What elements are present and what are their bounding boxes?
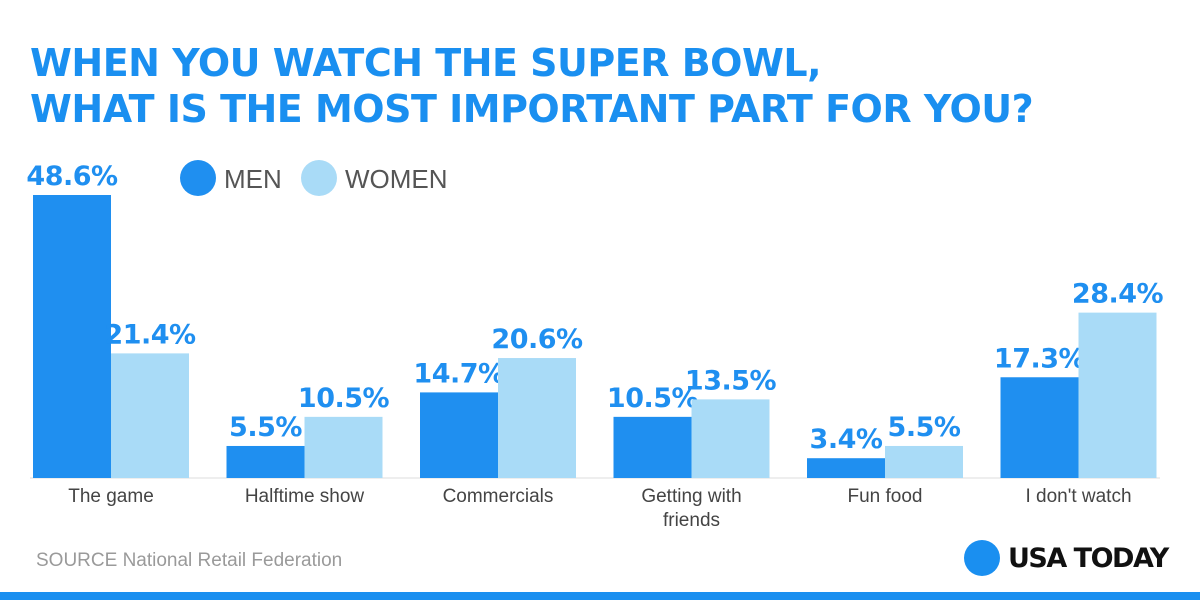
bottom-accent-bar [0,592,1200,600]
category-label-4: Fun food [848,486,923,507]
bar-men-3 [613,416,692,478]
legend-swatch-women [301,160,337,196]
data-label-men-0: 48.6% [26,161,118,192]
category-label-5: I don't watch [1025,486,1131,507]
category-label-2: Commercials [443,486,554,507]
data-label-women-0: 21.4% [104,319,196,350]
bar-women-0 [111,353,189,478]
legend-swatch-men [180,160,216,196]
bar-women-5 [1078,312,1157,478]
data-label-men-2: 14.7% [413,358,505,389]
data-label-women-4: 5.5% [888,412,961,443]
bar-women-1 [304,416,383,478]
source-note: SOURCE National Retail Federation [36,550,343,571]
data-label-women-1: 10.5% [298,383,390,414]
brand-name: USA TODAY [1008,543,1169,574]
category-label-3-line-0: Getting with [641,486,741,507]
bar-men-0 [33,195,111,478]
data-label-women-5: 28.4% [1072,279,1164,310]
bar-women-4 [885,445,963,478]
data-label-men-5: 17.3% [994,343,1086,374]
bar-men-1 [226,445,305,478]
bar-men-4 [807,458,885,478]
bar-women-3 [691,399,770,478]
data-label-men-1: 5.5% [229,412,302,443]
data-label-women-3: 13.5% [685,365,777,396]
data-label-men-3: 10.5% [607,383,699,414]
data-label-men-4: 3.4% [810,424,883,455]
chart-title: WHEN YOU WATCH THE SUPER BOWL, WHAT IS T… [30,40,1034,132]
data-label-women-2: 20.6% [491,324,583,355]
brand-dot-icon [964,540,1000,576]
bar-men-5 [1000,377,1079,478]
bar-women-2 [498,358,576,478]
title-line-2: WHAT IS THE MOST IMPORTANT PART FOR YOU? [30,87,1034,131]
title-line-1: WHEN YOU WATCH THE SUPER BOWL, [30,41,822,85]
category-label-0: The game [68,486,154,507]
category-label-1: Halftime show [245,486,365,507]
legend-label-women: WOMEN [345,164,448,194]
bar-men-2 [420,392,498,478]
legend-label-men: MEN [224,164,282,194]
category-label-3-line-1: friends [663,510,720,531]
